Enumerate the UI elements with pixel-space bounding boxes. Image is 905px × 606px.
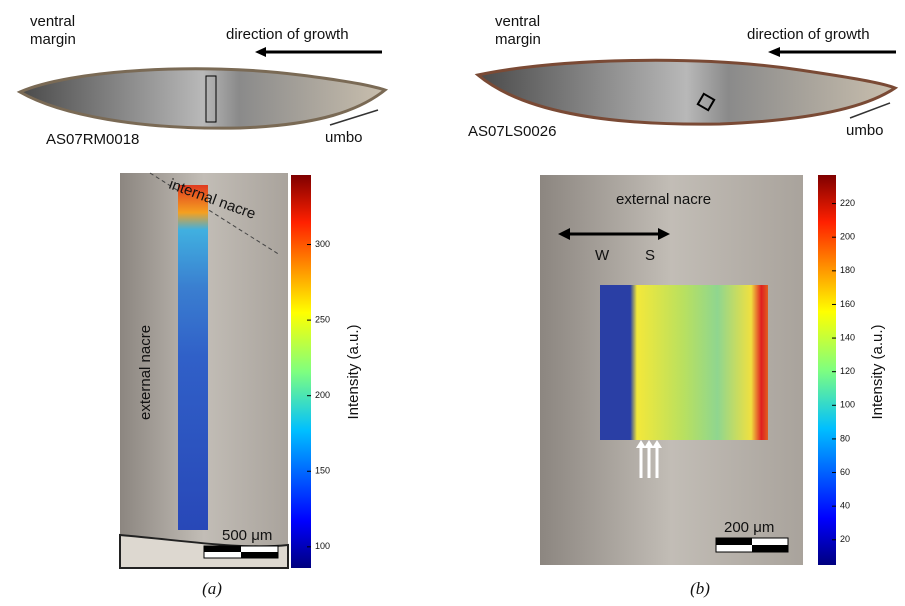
tick-label: 20 bbox=[840, 534, 850, 544]
tick-label: 60 bbox=[840, 467, 850, 477]
tick-label: 120 bbox=[840, 366, 855, 376]
tick-label: 180 bbox=[840, 265, 855, 275]
label: margin bbox=[30, 31, 76, 48]
label: ventral bbox=[495, 13, 540, 30]
tick-label: 150 bbox=[315, 466, 330, 476]
intensity-map bbox=[600, 285, 768, 440]
label: margin bbox=[495, 31, 541, 48]
tick-label: 300 bbox=[315, 239, 330, 249]
panel-a: ventral margin direction of growth AS07R… bbox=[20, 13, 385, 598]
tick-label: 160 bbox=[840, 299, 855, 309]
tick-label: 200 bbox=[315, 390, 330, 400]
figure: ventral margin direction of growth AS07R… bbox=[0, 0, 905, 601]
scale-bar bbox=[241, 552, 278, 558]
scale-bar bbox=[204, 546, 241, 552]
caption: (a) bbox=[202, 579, 222, 598]
label: external nacre bbox=[616, 191, 711, 208]
arrow-head bbox=[255, 47, 266, 57]
shell-image bbox=[20, 69, 385, 128]
tick-label: 140 bbox=[840, 332, 855, 342]
tick-label: 250 bbox=[315, 314, 330, 324]
tick-label: 40 bbox=[840, 501, 850, 511]
label: 200 μm bbox=[724, 519, 774, 536]
tick-label: 80 bbox=[840, 433, 850, 443]
label: direction of growth bbox=[226, 26, 349, 43]
panel-b: ventral margin direction of growth AS07L… bbox=[468, 13, 896, 598]
label: S bbox=[645, 247, 655, 264]
label: AS07LS0026 bbox=[468, 123, 556, 140]
label: 500 μm bbox=[222, 527, 272, 544]
scale-bar bbox=[752, 545, 788, 552]
tick-label: 100 bbox=[315, 541, 330, 551]
scale-bar bbox=[716, 538, 752, 545]
label: ventral bbox=[30, 13, 75, 30]
label: umbo bbox=[846, 122, 884, 139]
label: W bbox=[595, 247, 610, 264]
colorbar-label: Intensity (a.u.) bbox=[345, 324, 362, 419]
caption: (b) bbox=[690, 579, 710, 598]
label: external nacre bbox=[137, 325, 154, 420]
shell-image bbox=[478, 60, 895, 124]
label: umbo bbox=[325, 129, 363, 146]
intensity-map bbox=[178, 185, 208, 530]
arrow-head bbox=[768, 47, 780, 57]
tick-label: 100 bbox=[840, 400, 855, 410]
tick-label: 200 bbox=[840, 232, 855, 242]
colorbar bbox=[291, 175, 311, 568]
label: AS07RM0018 bbox=[46, 131, 139, 148]
label: direction of growth bbox=[747, 26, 870, 43]
colorbar-label: Intensity (a.u.) bbox=[869, 324, 886, 419]
tick-label: 220 bbox=[840, 198, 855, 208]
